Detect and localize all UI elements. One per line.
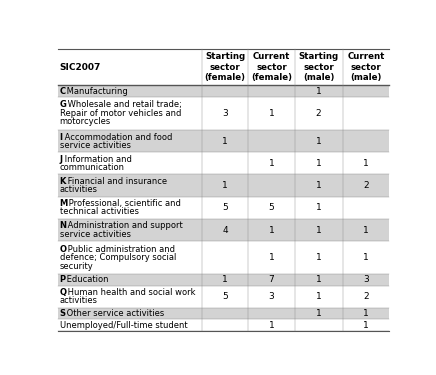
Bar xyxy=(58,286,389,308)
Text: 5: 5 xyxy=(222,203,228,212)
Text: defence; Compulsory social: defence; Compulsory social xyxy=(60,253,176,262)
Text: G: G xyxy=(60,100,66,109)
Text: 1: 1 xyxy=(316,275,321,284)
Text: K: K xyxy=(60,177,66,186)
Text: 1: 1 xyxy=(222,181,228,190)
Text: Q: Q xyxy=(60,288,67,297)
Bar xyxy=(58,86,389,97)
Text: Education: Education xyxy=(65,275,109,284)
Text: Repair of motor vehicles and: Repair of motor vehicles and xyxy=(60,109,181,118)
Text: 5: 5 xyxy=(222,292,228,301)
Bar xyxy=(58,219,389,241)
Text: service activities: service activities xyxy=(60,141,130,150)
Text: 1: 1 xyxy=(269,225,274,234)
Text: Professional, scientific and: Professional, scientific and xyxy=(66,199,181,208)
Text: 3: 3 xyxy=(269,292,274,301)
Text: 3: 3 xyxy=(222,109,228,118)
Text: 7: 7 xyxy=(269,275,274,284)
Text: motorcycles: motorcycles xyxy=(60,117,111,126)
Text: 1: 1 xyxy=(316,136,321,146)
Text: Public administration and: Public administration and xyxy=(65,244,175,254)
Text: Human health and social work: Human health and social work xyxy=(65,288,195,297)
Text: service activities: service activities xyxy=(60,230,130,238)
Text: S: S xyxy=(60,309,65,318)
Text: 1: 1 xyxy=(222,136,228,146)
Text: 1: 1 xyxy=(316,159,321,168)
Text: security: security xyxy=(60,262,93,271)
Bar xyxy=(58,196,389,219)
Bar xyxy=(58,174,389,196)
Bar xyxy=(58,320,389,331)
Bar xyxy=(58,152,389,174)
Text: 1: 1 xyxy=(269,159,274,168)
Text: 1: 1 xyxy=(316,253,321,262)
Text: 1: 1 xyxy=(363,253,369,262)
Text: 3: 3 xyxy=(363,275,369,284)
Text: P: P xyxy=(60,275,66,284)
Text: O: O xyxy=(60,244,67,254)
Text: activities: activities xyxy=(60,296,98,305)
Text: Current
sector
(female): Current sector (female) xyxy=(251,53,292,82)
Text: communication: communication xyxy=(60,163,125,172)
Text: Other service activities: Other service activities xyxy=(64,309,164,318)
Text: C: C xyxy=(60,87,66,96)
Text: 1: 1 xyxy=(363,321,369,330)
Text: 1: 1 xyxy=(269,253,274,262)
Text: 1: 1 xyxy=(269,109,274,118)
Text: N: N xyxy=(60,222,67,231)
Text: SIC2007: SIC2007 xyxy=(60,63,101,72)
Text: Starting
sector
(female): Starting sector (female) xyxy=(204,53,245,82)
Text: Accommodation and food: Accommodation and food xyxy=(62,132,172,141)
Text: Financial and insurance: Financial and insurance xyxy=(65,177,167,186)
Text: Manufacturing: Manufacturing xyxy=(65,87,128,96)
Text: 1: 1 xyxy=(363,309,369,318)
Text: 4: 4 xyxy=(222,225,228,234)
Text: 1: 1 xyxy=(316,181,321,190)
Text: Unemployed/Full-time student: Unemployed/Full-time student xyxy=(60,321,187,330)
Bar xyxy=(58,241,389,274)
Text: 1: 1 xyxy=(316,203,321,212)
Text: 1: 1 xyxy=(222,275,228,284)
Text: Information and: Information and xyxy=(62,155,132,164)
Text: 5: 5 xyxy=(269,203,274,212)
Bar xyxy=(58,97,389,130)
Text: Wholesale and retail trade;: Wholesale and retail trade; xyxy=(65,100,182,109)
Text: J: J xyxy=(60,155,63,164)
Text: 2: 2 xyxy=(316,109,321,118)
Text: 1: 1 xyxy=(316,309,321,318)
Bar xyxy=(58,130,389,152)
Text: activities: activities xyxy=(60,185,98,194)
Text: M: M xyxy=(60,199,68,208)
Text: 1: 1 xyxy=(316,225,321,234)
Bar xyxy=(58,50,389,86)
Text: 2: 2 xyxy=(363,181,369,190)
Text: Administration and support: Administration and support xyxy=(65,222,183,231)
Text: 1: 1 xyxy=(316,292,321,301)
Text: 1: 1 xyxy=(316,87,321,96)
Text: 1: 1 xyxy=(269,321,274,330)
Text: Current
sector
(male): Current sector (male) xyxy=(347,53,385,82)
Text: 2: 2 xyxy=(363,292,369,301)
Text: 1: 1 xyxy=(363,159,369,168)
Text: I: I xyxy=(60,132,63,141)
Text: 1: 1 xyxy=(363,225,369,234)
Bar xyxy=(58,274,389,286)
Bar xyxy=(58,308,389,320)
Text: technical activities: technical activities xyxy=(60,207,139,216)
Text: Starting
sector
(male): Starting sector (male) xyxy=(299,53,339,82)
